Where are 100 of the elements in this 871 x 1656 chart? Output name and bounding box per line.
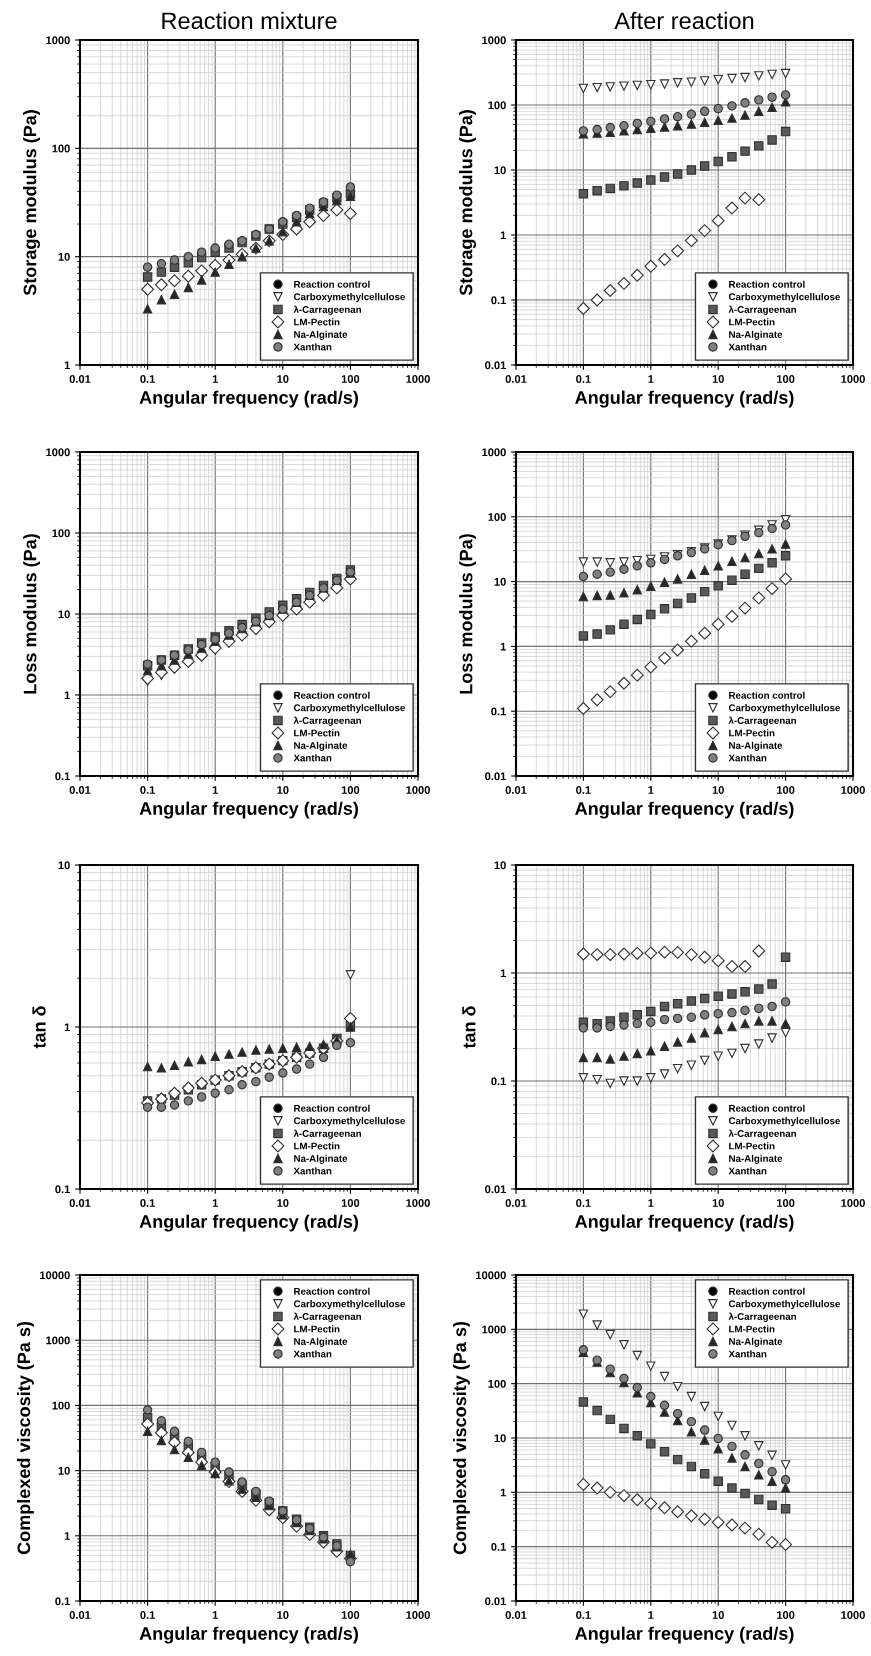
- legend-label: Xanthan: [728, 1350, 767, 1358]
- legend-label: LM-Pectin: [294, 1325, 340, 1333]
- legend-label: Na-Alginate: [294, 741, 348, 751]
- x-tick-label: 1: [212, 1611, 218, 1619]
- y-tick-label: 10: [58, 861, 70, 870]
- x-tick-label: 1: [648, 1611, 654, 1619]
- y-tick-label: 1000: [46, 36, 70, 45]
- x-axis-title: Angular frequency (rad/s): [575, 390, 794, 408]
- legend-label: Reaction control: [294, 1287, 370, 1295]
- x-tick-label: 100: [777, 1611, 795, 1619]
- legend-label: λ-Carrageenan: [293, 716, 361, 726]
- legend-label: λ-Carrageenan: [728, 305, 796, 315]
- legend-label: LM-Pectin: [729, 1325, 775, 1333]
- y-tick-label: 0.1: [55, 772, 70, 781]
- y-tick-label: 1000: [46, 1336, 70, 1345]
- legend-label: Na-Alginate: [294, 330, 348, 340]
- y-axis-title: Loss modulus (Pa): [23, 534, 41, 694]
- x-tick-label: 100: [341, 1611, 360, 1619]
- legend-label: Na-Alginate: [294, 1337, 348, 1347]
- x-axis-title: Angular frequency (rad/s): [139, 1626, 358, 1644]
- legend-label: Carboxymethylcellulose: [728, 704, 841, 714]
- legend-label: Xanthan: [728, 754, 767, 762]
- legend-label: Xanthan: [293, 343, 332, 351]
- y-tick-label: 100: [488, 513, 506, 521]
- x-tick-label: 10: [712, 1199, 724, 1207]
- x-tick-label: 100: [341, 375, 360, 383]
- y-axis-title: tan δ: [32, 1006, 46, 1049]
- x-axis-title: Angular frequency (rad/s): [139, 1214, 358, 1232]
- legend-label: Xanthan: [293, 1350, 332, 1358]
- y-tick-label: 0.1: [55, 1185, 70, 1194]
- y-tick-label: 0.1: [491, 1077, 506, 1086]
- x-tick-label: 0.01: [69, 1611, 91, 1619]
- x-axis-title: Angular frequency (rad/s): [575, 1626, 794, 1644]
- legend-label: Xanthan: [728, 343, 767, 351]
- y-tick-label: 1000: [482, 1325, 506, 1334]
- x-tick-label: 10: [277, 786, 289, 794]
- y-tick-label: 0.01: [485, 1185, 506, 1194]
- x-tick-label: 0.1: [576, 375, 591, 383]
- x-tick-label: 10: [712, 375, 724, 383]
- x-tick-label: 0.01: [505, 375, 527, 383]
- legend-label: Na-Alginate: [729, 1337, 783, 1347]
- x-tick-label: 0.01: [69, 786, 91, 794]
- legend-label: λ-Carrageenan: [293, 305, 361, 315]
- x-tick-label: 1000: [406, 1199, 430, 1207]
- y-axis-title: Complexed viscosity (Pa s): [17, 1321, 34, 1555]
- legend-label: Na-Alginate: [294, 1154, 348, 1164]
- x-tick-label: 1000: [841, 786, 865, 794]
- x-tick-label: 1: [212, 1199, 218, 1207]
- x-tick-label: 1000: [841, 375, 865, 383]
- x-tick-label: 10: [712, 786, 724, 794]
- x-tick-label: 100: [777, 786, 795, 794]
- x-tick-label: 1000: [406, 786, 430, 794]
- legend-label: LM-Pectin: [729, 318, 775, 326]
- legend-label: Xanthan: [293, 754, 332, 762]
- y-tick-label: 0.01: [485, 1597, 506, 1606]
- x-tick-label: 1000: [841, 1199, 865, 1207]
- x-axis-title: Angular frequency (rad/s): [575, 801, 794, 819]
- y-tick-label: 100: [52, 529, 70, 538]
- y-tick-label: 10: [58, 610, 70, 619]
- legend-label: Reaction control: [729, 280, 805, 288]
- x-tick-label: 10: [277, 1199, 289, 1207]
- x-axis-title: Angular frequency (rad/s): [139, 390, 358, 408]
- legend-label: Carboxymethylcellulose: [293, 704, 406, 714]
- legend-label: LM-Pectin: [294, 1142, 340, 1150]
- x-tick-label: 100: [341, 1199, 360, 1207]
- legend-label: LM-Pectin: [729, 1142, 775, 1150]
- y-tick-label: 10000: [476, 1271, 506, 1280]
- y-tick-label: 1: [500, 642, 506, 651]
- y-tick-label: 100: [488, 1379, 506, 1388]
- x-tick-label: 1: [212, 786, 218, 794]
- y-tick-label: 1000: [482, 36, 506, 45]
- x-tick-label: 1000: [841, 1611, 865, 1619]
- y-axis-title: Storage modulus (Pa): [23, 110, 41, 296]
- y-axis-title: Loss modulus (Pa): [459, 534, 477, 694]
- legend-label: LM-Pectin: [729, 729, 775, 737]
- x-tick-label: 0.01: [505, 1611, 527, 1619]
- x-tick-label: 0.1: [576, 786, 591, 794]
- y-tick-label: 1000: [482, 448, 506, 457]
- legend-label: Xanthan: [728, 1167, 767, 1175]
- legend-label: λ-Carrageenan: [728, 1312, 796, 1322]
- y-tick-label: 1000: [46, 448, 70, 457]
- x-tick-label: 1: [648, 1199, 654, 1207]
- legend-label: Reaction control: [294, 1104, 370, 1112]
- legend-label: λ-Carrageenan: [293, 1312, 361, 1322]
- legend-label: λ-Carrageenan: [728, 1129, 796, 1139]
- legend-label: Reaction control: [729, 1287, 805, 1295]
- y-tick-label: 100: [52, 144, 70, 153]
- legend-label: λ-Carrageenan: [728, 716, 796, 726]
- chart-title: Reaction mixture: [162, 11, 337, 30]
- y-tick-label: 1: [64, 361, 70, 370]
- legend-label: Carboxymethylcellulose: [293, 1117, 406, 1127]
- y-axis-title: Complexed viscosity (Pa s): [453, 1321, 470, 1555]
- legend-label: Reaction control: [294, 280, 370, 288]
- y-tick-label: 10: [494, 166, 506, 175]
- y-axis-title: Storage modulus (Pa): [459, 110, 477, 296]
- legend-label: Reaction control: [294, 691, 370, 699]
- x-tick-label: 1000: [406, 375, 430, 383]
- y-tick-label: 1: [500, 231, 506, 240]
- y-tick-label: 1: [500, 969, 506, 978]
- y-tick-label: 10: [494, 861, 506, 870]
